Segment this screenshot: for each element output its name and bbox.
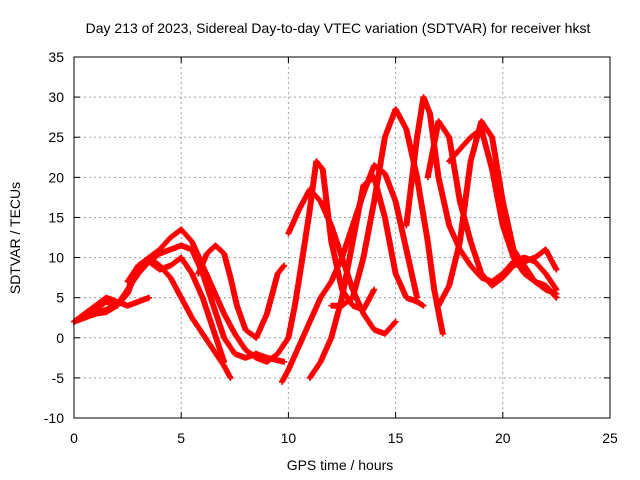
satellite-track-9 (285, 186, 399, 337)
data-point-markers (435, 118, 560, 309)
chart-title: Day 213 of 2023, Sidereal Day-to-day VTE… (86, 20, 591, 36)
plot-frame (73, 56, 611, 419)
x-tick-label: 5 (177, 430, 185, 446)
data-point-markers (285, 186, 399, 337)
data-series-layer (71, 94, 560, 385)
x-tick-label: 15 (388, 430, 404, 446)
x-axis-label: GPS time / hours (287, 457, 394, 473)
y-tick-label: 0 (56, 330, 64, 346)
satellite-track-11 (328, 106, 446, 337)
data-point-markers (446, 126, 560, 301)
x-tick-label: 0 (70, 430, 78, 446)
satellite-track-14 (435, 118, 560, 309)
axis-ticks (73, 56, 611, 419)
x-tick-label: 20 (495, 430, 511, 446)
data-point-markers (195, 242, 288, 341)
satellite-track-13 (424, 118, 560, 289)
axis-tick-labels: 0 5 10 15 20 25 -10 -5 0 5 10 15 20 25 30 35 (44, 49, 618, 446)
x-tick-label: 10 (281, 430, 297, 446)
y-tick-label: 25 (48, 129, 64, 145)
x-tick-label: 25 (602, 430, 618, 446)
y-tick-label: 30 (48, 89, 64, 105)
y-tick-label: 15 (48, 209, 64, 225)
y-tick-label: 35 (48, 49, 64, 65)
satellite-track-6 (195, 242, 288, 341)
y-tick-label: -10 (44, 410, 64, 426)
data-point-markers (424, 118, 560, 289)
y-tick-label: 10 (48, 250, 64, 266)
y-tick-label: 20 (48, 169, 64, 185)
satellite-track-15 (446, 126, 560, 301)
y-tick-label: 5 (56, 290, 64, 306)
data-point-markers (328, 106, 446, 337)
y-tick-label: -5 (52, 370, 65, 386)
y-axis-label: SDTVAR / TECUs (7, 182, 23, 294)
